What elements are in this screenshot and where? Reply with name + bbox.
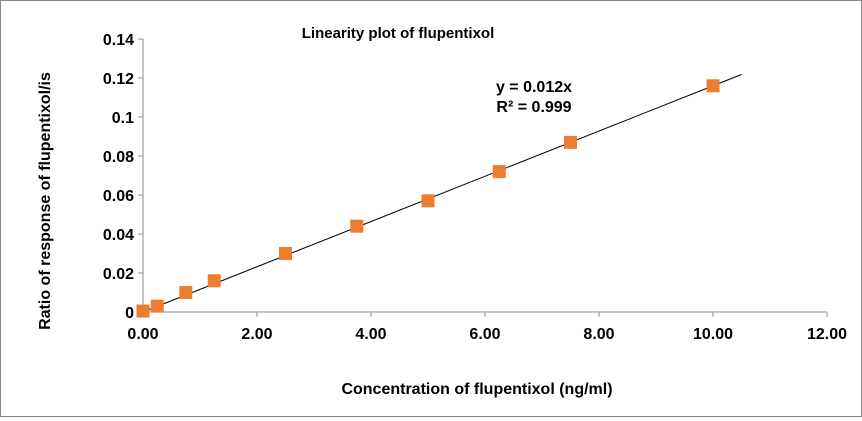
data-point [150,299,164,313]
data-point [179,286,193,299]
data-point [136,304,150,318]
x-tick-label: 0.00 [127,326,158,343]
data-point [706,79,720,93]
trendline-r-squared: R² = 0.999 [496,99,571,116]
data-point [421,194,435,208]
chart-title: Linearity plot of flupentixol [302,25,495,42]
y-axis-title: Ratio of response of flupentixol/is [37,72,54,330]
y-tick-label: 0.14 [103,32,134,49]
data-point [207,274,221,288]
data-point [492,165,506,179]
x-tick-label: 2.00 [241,326,272,343]
x-tick-label: 6.00 [469,326,500,343]
y-tick-label: 0.08 [103,149,134,166]
y-tick-label: 0 [125,305,134,322]
y-tick-label: 0.02 [103,266,134,283]
y-tick-label: 0.04 [103,227,134,244]
y-tick-label: 0.12 [103,71,134,88]
data-point [350,219,364,233]
trendline [142,74,742,313]
x-tick-label: 10.00 [693,326,733,343]
x-tick-label: 12.00 [807,326,847,343]
trendline-equation: y = 0.012x [496,79,572,96]
y-tick-label: 0.1 [112,110,134,127]
x-axis-title: Concentration of flupentixol (ng/ml) [341,381,612,398]
y-tick-label: 0.06 [103,188,134,205]
x-tick-label: 8.00 [583,326,614,343]
data-point [564,135,577,149]
x-tick-label: 4.00 [355,326,386,343]
data-point [279,247,292,260]
